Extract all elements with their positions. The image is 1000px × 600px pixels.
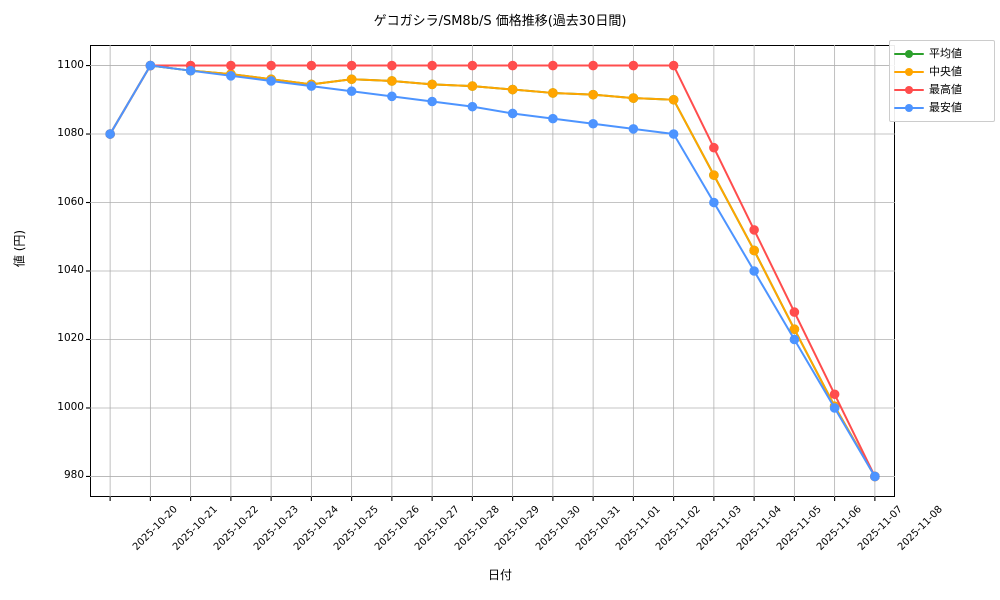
- y-axis-tick-labels: 980 1000 1020 1040 1060 1080 1100: [26, 0, 84, 600]
- y-axis-label: 値 (円): [12, 229, 27, 268]
- chart-title: ゲコガシラ/SM8b/S 価格推移(過去30日間): [373, 14, 627, 29]
- y-tick-label: 1060: [57, 195, 84, 208]
- y-tick-label: 1000: [57, 400, 84, 413]
- legend-marker-icon: [894, 48, 924, 60]
- legend-item-label: 中央値: [929, 65, 962, 78]
- legend-item-label: 平均値: [929, 47, 962, 60]
- y-tick-label: 1020: [57, 332, 84, 345]
- legend-item-label: 最安値: [929, 101, 962, 114]
- legend-marker-icon: [894, 102, 924, 114]
- y-tick-label: 1080: [57, 127, 84, 140]
- x-axis-label: 日付: [487, 568, 512, 582]
- y-tick-label: 1100: [57, 58, 84, 71]
- legend-marker-icon: [894, 66, 924, 78]
- chart-legend: 平均値中央値最高値最安値: [889, 40, 995, 122]
- y-tick-label: 1040: [57, 264, 84, 276]
- plot-area: [90, 45, 895, 497]
- legend-item-1[interactable]: 中央値: [894, 63, 989, 81]
- y-tick-label: 980: [63, 469, 84, 482]
- legend-marker-icon: [894, 84, 924, 96]
- legend-item-0[interactable]: 平均値: [894, 45, 989, 63]
- legend-item-label: 最高値: [929, 83, 962, 96]
- legend-item-2[interactable]: 最高値: [894, 81, 989, 99]
- legend-item-3[interactable]: 最安値: [894, 99, 989, 117]
